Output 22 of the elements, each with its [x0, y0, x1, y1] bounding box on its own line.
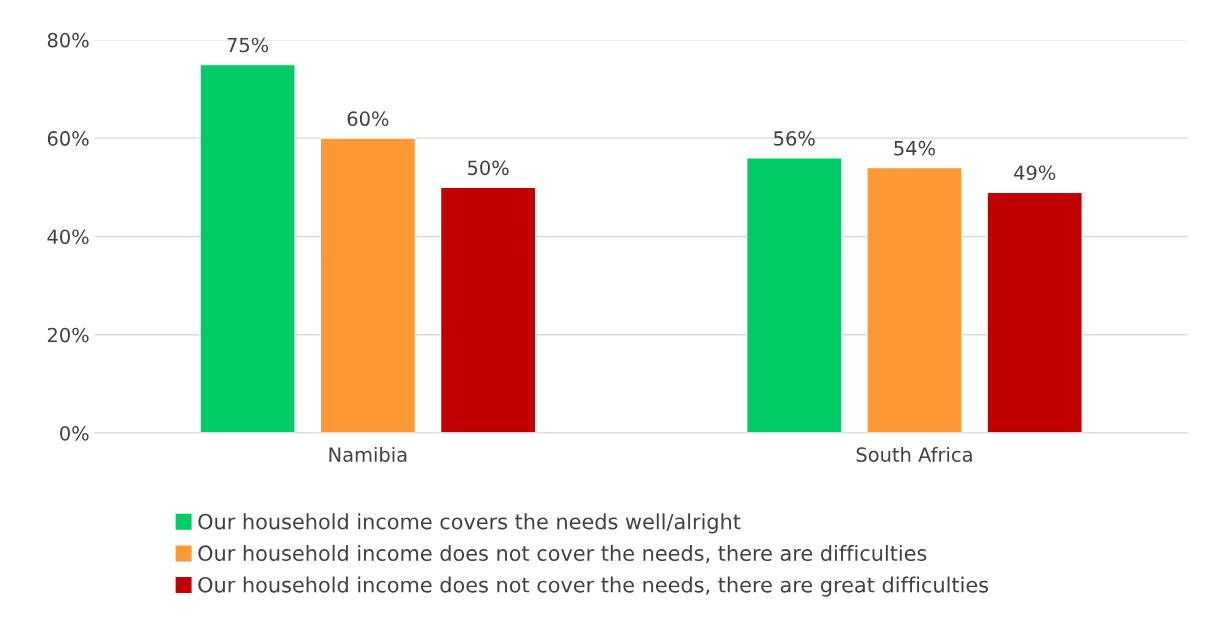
data-label: 56% — [774, 131, 815, 146]
bar — [199, 63, 296, 433]
y-tick-label: 0% — [60, 425, 89, 441]
bar — [986, 191, 1083, 433]
data-label: 60% — [347, 111, 389, 127]
bar — [439, 186, 537, 433]
x-tick-label: South Africa — [856, 446, 972, 462]
data-label: 75% — [227, 37, 269, 53]
data-label: 54% — [894, 140, 935, 156]
legend-label: Our household income does not cover the needs, there are difficulties — [198, 544, 927, 564]
legend-label: Our household income covers the needs well/alright — [198, 513, 741, 534]
bar — [319, 137, 417, 433]
bar — [866, 166, 963, 433]
data-label: 50% — [467, 160, 509, 176]
bar — [745, 157, 843, 433]
x-tick-label: Namibia — [329, 446, 407, 462]
y-tick-label: 20% — [47, 327, 89, 343]
data-label: 49% — [1014, 165, 1056, 181]
y-tick-label: 60% — [47, 131, 89, 146]
y-tick-label: 80% — [47, 32, 89, 48]
legend-label: Our household income does not cover the needs, there are great difficulties — [198, 576, 989, 597]
y-tick-label: 40% — [47, 229, 89, 245]
